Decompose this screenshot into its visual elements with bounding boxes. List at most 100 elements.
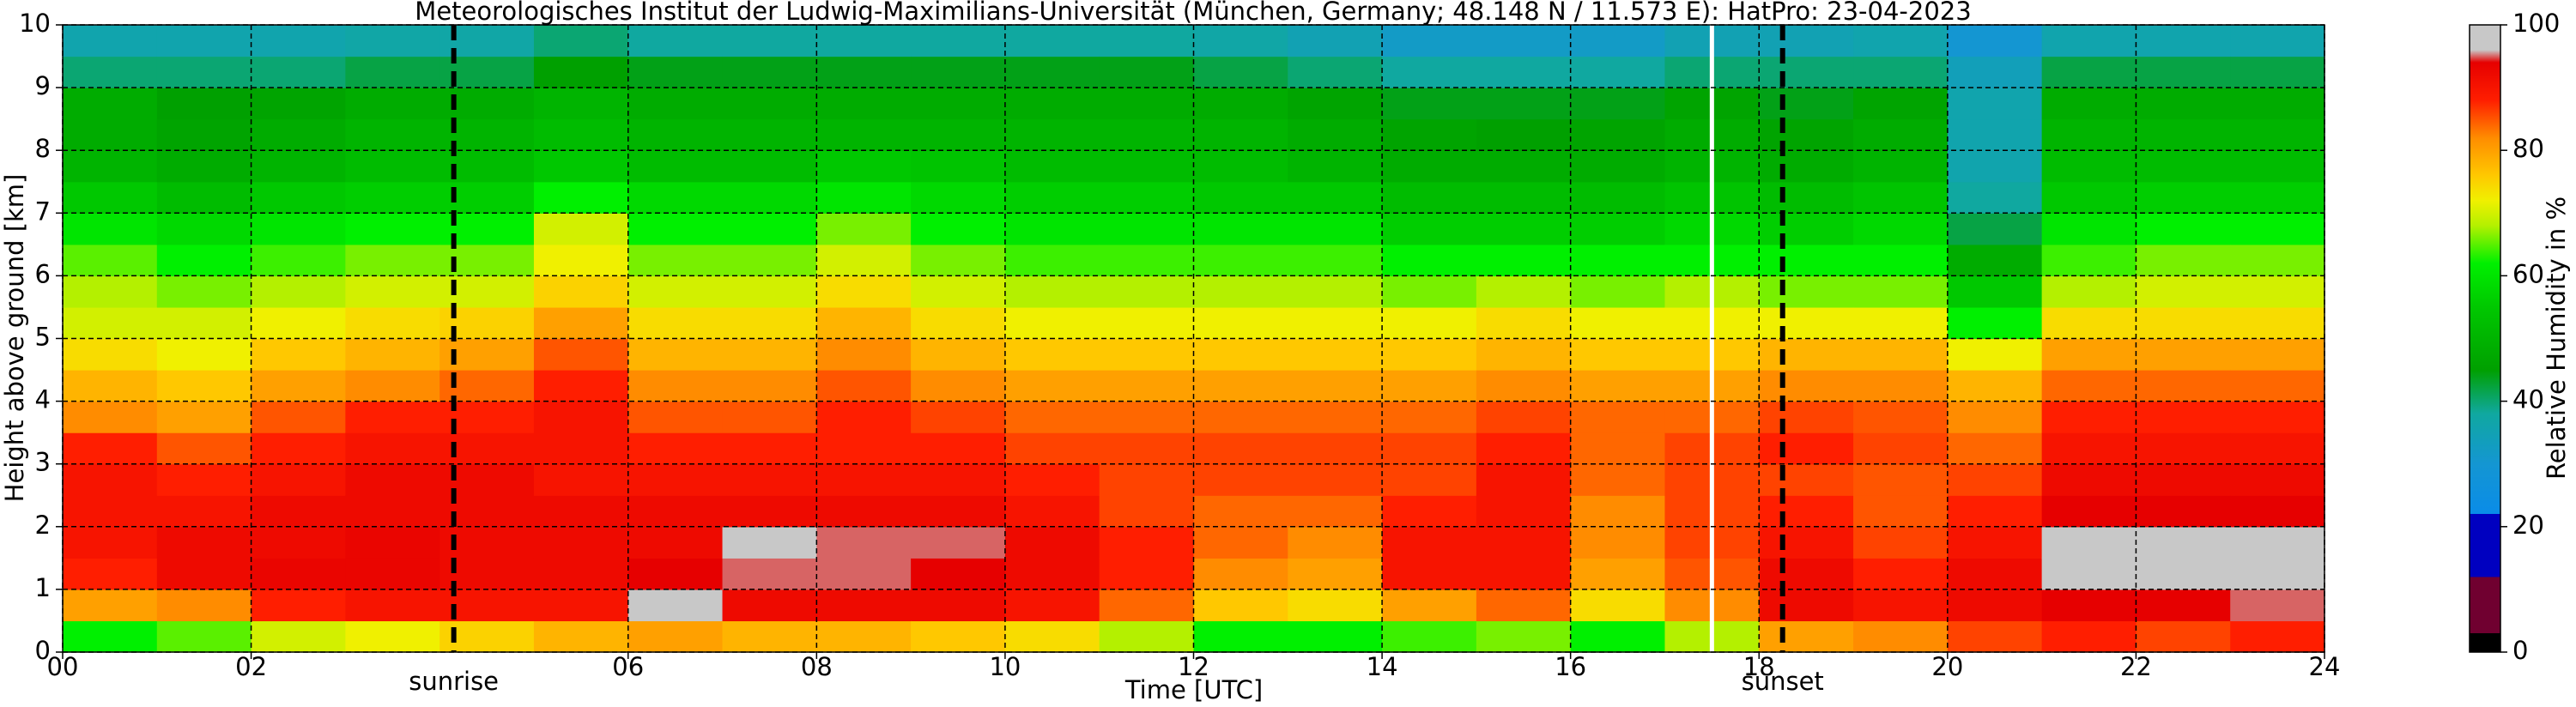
heatmap-cell <box>2041 589 2137 622</box>
heatmap-cell <box>1853 181 1949 214</box>
heatmap-cell <box>1382 275 1477 308</box>
heatmap-cell <box>2230 56 2325 88</box>
x-tick-label: 00 <box>47 652 79 681</box>
heatmap-cell <box>2041 88 2137 120</box>
heatmap-cell <box>1476 620 1572 653</box>
heatmap-cell <box>1099 589 1195 622</box>
heatmap-cell <box>1288 88 1383 120</box>
heatmap-cell <box>1288 338 1383 371</box>
heatmap-cell <box>1004 495 1100 528</box>
heatmap-cell <box>1853 150 1949 183</box>
heatmap-cell <box>1476 558 1572 590</box>
heatmap-cell <box>816 275 912 308</box>
heatmap-cell <box>1004 432 1100 465</box>
heatmap-cell <box>722 558 817 590</box>
heatmap-cell <box>816 558 912 590</box>
heatmap-cell <box>533 306 629 340</box>
heatmap-cell <box>251 463 346 496</box>
heatmap-cell <box>2230 213 2325 245</box>
heatmap-cell <box>1099 56 1195 88</box>
heatmap-cell <box>63 150 158 183</box>
heatmap-cell <box>63 620 158 653</box>
colorbar-tick-label: 60 <box>2512 259 2544 288</box>
heatmap-cell <box>1099 244 1195 276</box>
heatmap-cell <box>2136 275 2231 308</box>
heatmap-cell <box>1853 244 1949 276</box>
heatmap-cell <box>1759 432 1854 465</box>
heatmap-cell <box>1193 620 1288 653</box>
heatmap-cell <box>816 56 912 88</box>
heatmap-cell <box>156 306 252 340</box>
heatmap-cell <box>1193 118 1288 151</box>
chart-title: Meteorologisches Institut der Ludwig-Max… <box>415 0 1971 26</box>
heatmap-cell <box>1947 558 2043 590</box>
heatmap-cell <box>1193 306 1288 340</box>
heatmap-cell <box>2230 181 2325 214</box>
heatmap-cell <box>1382 181 1477 214</box>
heatmap-cell <box>156 56 252 88</box>
heatmap-cell <box>345 25 440 57</box>
heatmap-cell <box>2136 244 2231 276</box>
heatmap-cell <box>1099 88 1195 120</box>
heatmap-cell <box>2230 495 2325 528</box>
heatmap-cell <box>1570 558 1666 590</box>
heatmap-cell <box>1570 275 1666 308</box>
heatmap-cell <box>1853 88 1949 120</box>
heatmap-cell <box>1476 150 1572 183</box>
heatmap-cell <box>1853 338 1949 371</box>
heatmap-cell <box>627 558 724 590</box>
heatmap-cell <box>1004 589 1100 622</box>
heatmap-cell <box>1288 526 1383 559</box>
heatmap-cell <box>1099 338 1195 371</box>
heatmap-cell <box>1382 495 1477 528</box>
heatmap-cell <box>1099 150 1195 183</box>
heatmap-cell <box>911 526 1006 559</box>
heatmap-cell <box>1004 558 1100 590</box>
heatmap-cell <box>911 401 1006 433</box>
heatmap-cell <box>816 432 912 465</box>
heatmap-cell <box>345 150 440 183</box>
heatmap-cell <box>1382 463 1477 496</box>
x-axis-label: Time [UTC] <box>1124 675 1263 704</box>
heatmap-cell <box>63 526 158 559</box>
heatmap-cell <box>1288 620 1383 653</box>
heatmap-cell <box>2230 118 2325 151</box>
heatmap-cell <box>63 88 158 120</box>
heatmap-cell <box>533 118 629 151</box>
heatmap-cell <box>156 118 252 151</box>
heatmap-cell <box>345 589 440 622</box>
heatmap-cell <box>533 370 629 402</box>
heatmap-cell <box>1476 88 1572 120</box>
heatmap-cell <box>2136 88 2231 120</box>
heatmap-cell <box>1759 118 1854 151</box>
heatmap-cell <box>1288 401 1383 433</box>
heatmap-cell <box>1853 526 1949 559</box>
heatmap-cell <box>1476 118 1572 151</box>
heatmap-cell <box>1853 370 1949 402</box>
x-tick-label: 10 <box>989 652 1021 681</box>
heatmap-cell <box>251 620 346 653</box>
heatmap-cell <box>251 526 346 559</box>
heatmap-cell <box>1476 401 1572 433</box>
y-tick-label: 5 <box>35 323 51 352</box>
heatmap-cell <box>911 495 1006 528</box>
heatmap-cell <box>627 56 724 88</box>
heatmap-cell <box>2041 370 2137 402</box>
heatmap-cell <box>1004 401 1100 433</box>
heatmap-cell <box>2230 338 2325 371</box>
heatmap-cell <box>627 306 724 340</box>
heatmap-cell <box>63 25 158 57</box>
heatmap-cell <box>251 306 346 340</box>
heatmap-cell <box>1193 56 1288 88</box>
heatmap-cell <box>1193 370 1288 402</box>
heatmap-cell <box>156 213 252 245</box>
heatmap-cell <box>1759 275 1854 308</box>
heatmap-cell <box>1099 432 1195 465</box>
heatmap-cell <box>251 213 346 245</box>
heatmap-cell <box>627 495 724 528</box>
heatmap-cell <box>1570 306 1666 340</box>
heatmap-cell <box>627 25 724 57</box>
x-tick-label: 18 <box>1743 652 1775 681</box>
heatmap-cell <box>251 56 346 88</box>
heatmap-cell <box>1853 118 1949 151</box>
